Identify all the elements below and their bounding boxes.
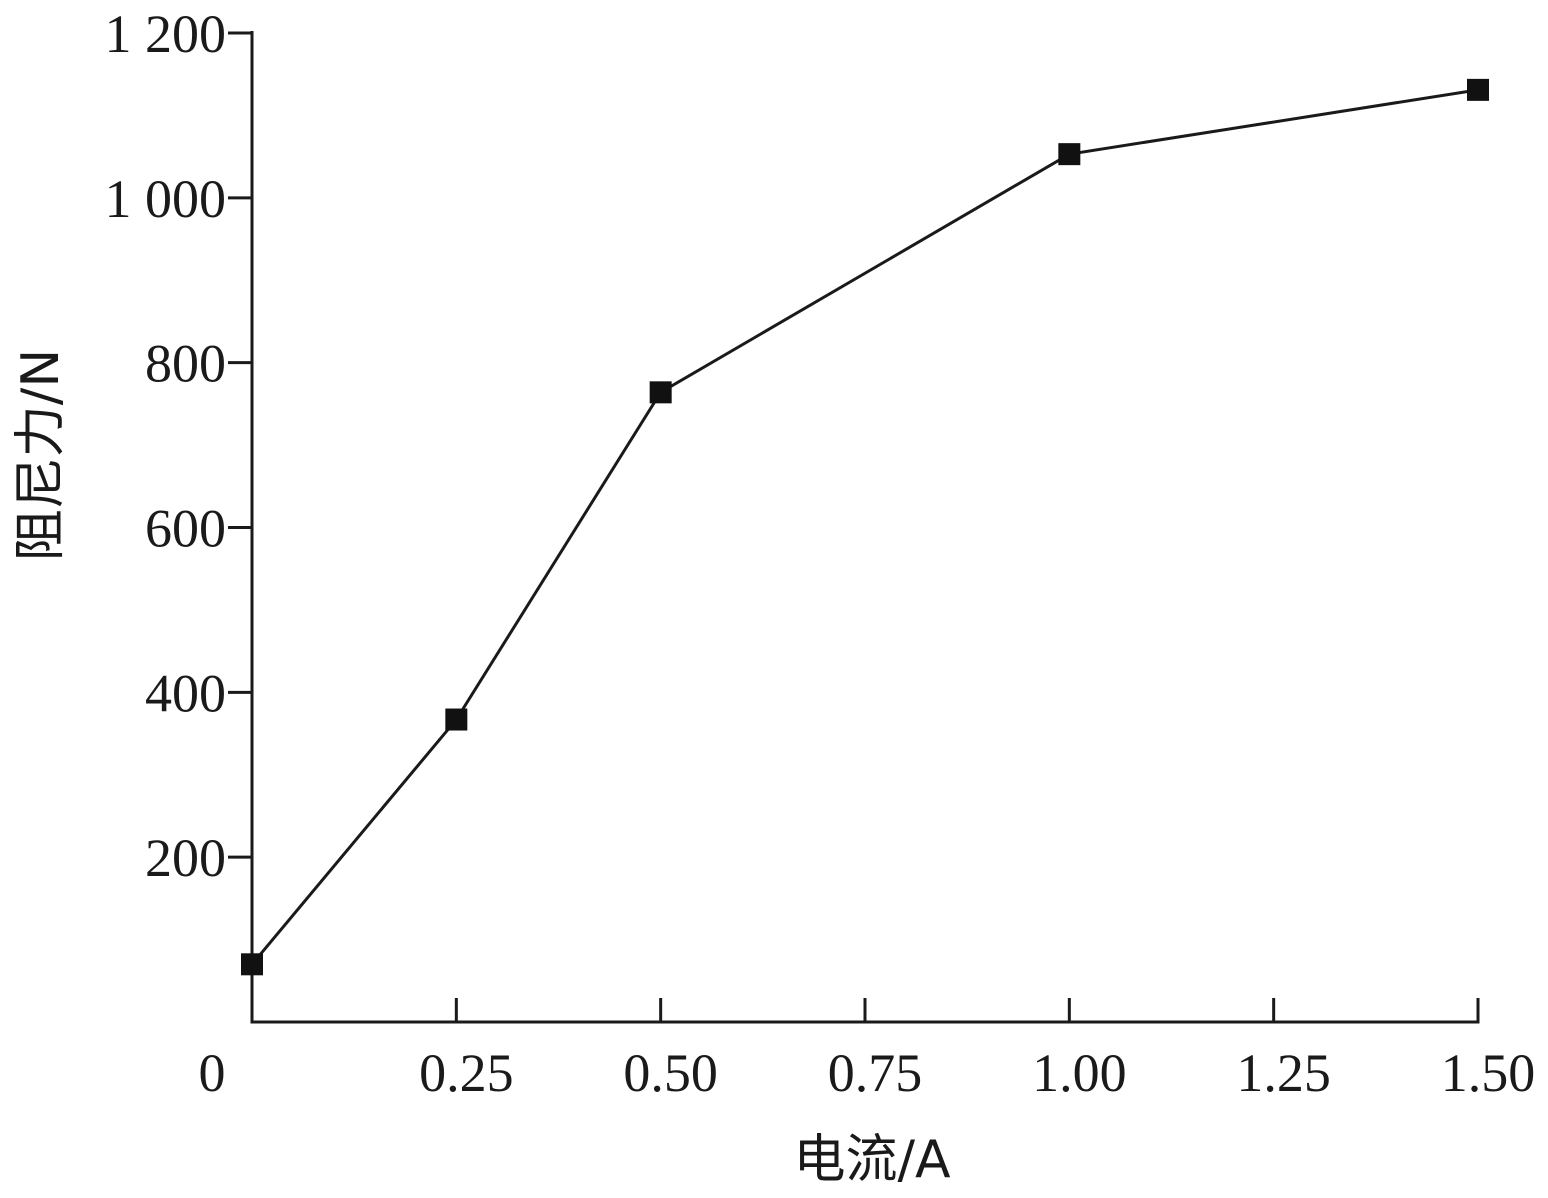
data-point bbox=[649, 381, 672, 404]
x-tick-label: 0.50 bbox=[623, 1043, 718, 1103]
x-tick-label: 1.25 bbox=[1236, 1043, 1331, 1103]
axes bbox=[250, 31, 1480, 1024]
x-tick-label: 0.25 bbox=[419, 1043, 514, 1103]
y-tick-label: 600 bbox=[145, 499, 226, 559]
origin-label: 0 bbox=[199, 1043, 226, 1103]
series-group bbox=[241, 78, 1489, 976]
y-axis-title: 阻尼力/N bbox=[11, 349, 71, 561]
y-tick-label: 400 bbox=[145, 663, 226, 723]
data-point bbox=[1467, 78, 1489, 101]
data-point bbox=[1058, 143, 1081, 166]
x-axis-title: 电流/A bbox=[793, 1130, 951, 1190]
y-tick-label: 1 200 bbox=[105, 4, 227, 64]
x-tick-label: 1.50 bbox=[1441, 1043, 1536, 1103]
x-tick-label: 0.75 bbox=[828, 1043, 923, 1103]
y-tick-label: 800 bbox=[145, 334, 226, 394]
y-ticks: 200 400 600 800 1 000 1 200 bbox=[105, 4, 252, 888]
x-tick-label: 1.00 bbox=[1032, 1043, 1127, 1103]
y-tick-label: 200 bbox=[145, 828, 226, 888]
data-point bbox=[445, 708, 468, 731]
series-line bbox=[250, 88, 1479, 966]
x-ticks: 0.25 0.50 0.75 1.00 1.25 1.50 bbox=[419, 998, 1535, 1103]
data-point bbox=[241, 953, 263, 976]
y-tick-label: 1 000 bbox=[105, 169, 227, 229]
